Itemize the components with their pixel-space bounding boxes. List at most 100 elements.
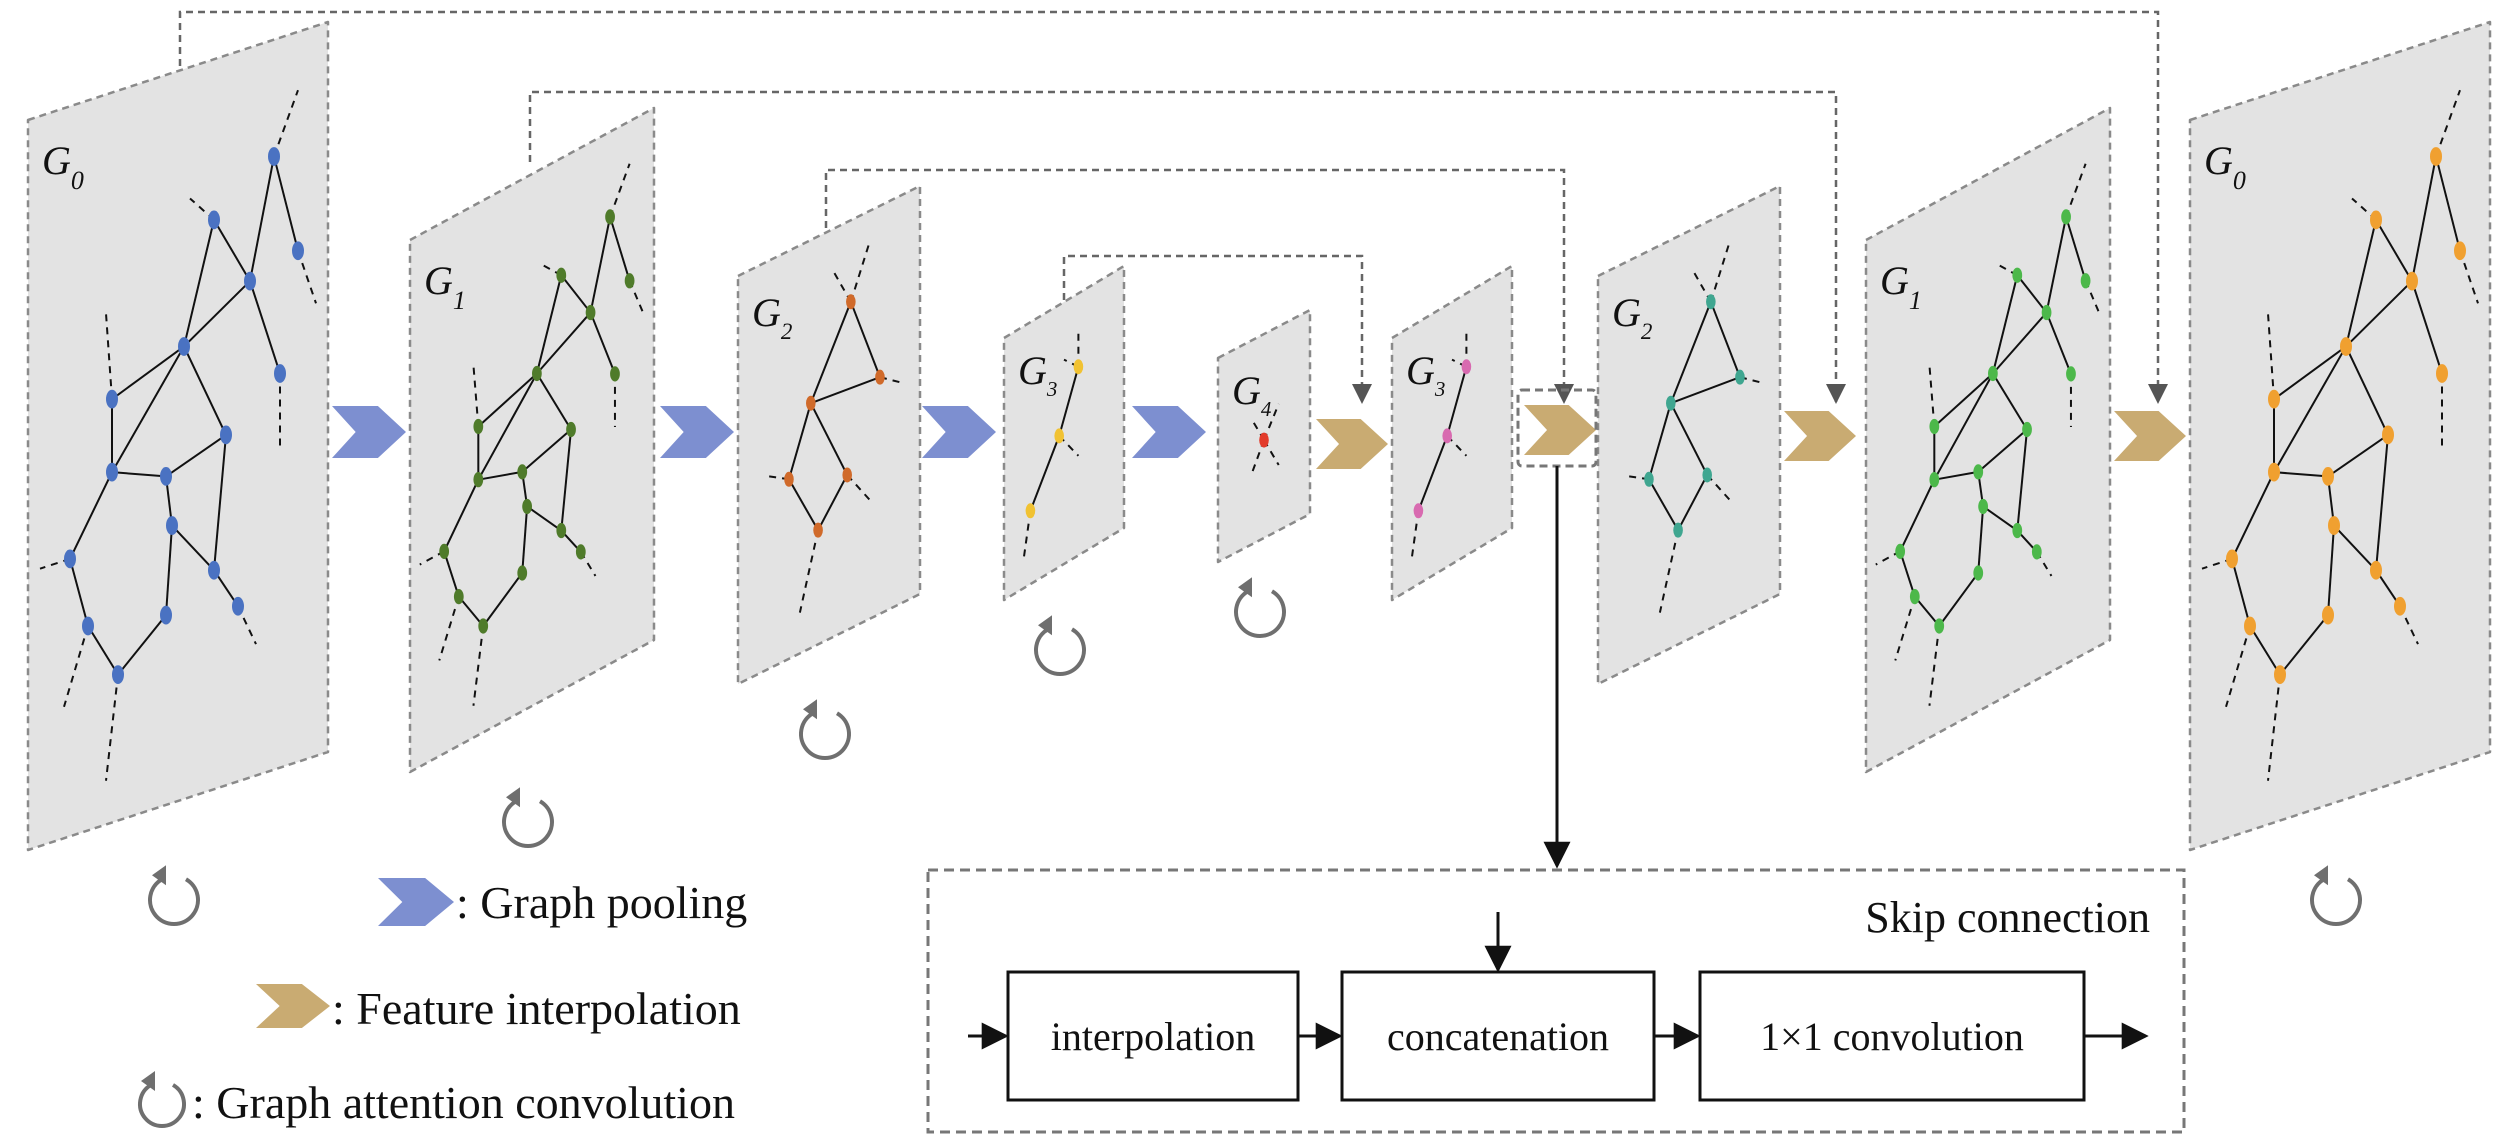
graph-edge	[183, 346, 227, 436]
graph-node	[112, 665, 124, 684]
graph-node	[2268, 389, 2280, 409]
graph-node	[1973, 464, 1984, 480]
graph-node	[208, 210, 220, 230]
graph-panel-2: G2	[736, 184, 922, 686]
graph-node	[517, 464, 528, 480]
graph-node	[2022, 421, 2032, 438]
graph-node	[1909, 589, 1920, 605]
chevron-shape	[1316, 419, 1388, 469]
graph-edge	[787, 402, 812, 480]
panel-plane	[26, 20, 330, 852]
attention-conv-icon	[799, 699, 851, 760]
conv1x1-label: 1×1 convolution	[1760, 1014, 2024, 1059]
graph-edge	[171, 524, 215, 571]
graph-node	[1073, 359, 1084, 375]
graph-edge	[443, 479, 480, 552]
panel-label-subscript: 1	[453, 286, 466, 315]
graph-dangling-edge	[297, 250, 317, 304]
graph-node	[244, 271, 256, 291]
legend-pooling-text: : Graph pooling	[456, 877, 747, 928]
interpolation-label: interpolation	[1051, 1014, 1255, 1059]
graph-node	[2244, 616, 2256, 636]
graph-edge	[788, 478, 819, 531]
chevron-shape	[256, 984, 330, 1028]
graph-node	[1973, 565, 1984, 581]
graph-dangling-edge	[472, 365, 480, 427]
graph-node	[556, 267, 567, 283]
graph-dangling-edge	[105, 674, 119, 781]
concatenation-label: concatenation	[1387, 1014, 1609, 1059]
panel-plane	[408, 106, 656, 774]
graph-edge	[1669, 402, 1709, 476]
attention-conv-icon	[502, 787, 554, 848]
graph-dangling-edge	[1022, 510, 1032, 563]
chevron-shape	[332, 406, 406, 458]
graph-dangling-edge	[2267, 674, 2281, 781]
graph-node	[813, 522, 823, 538]
graph-edge	[810, 376, 881, 405]
graph-dangling-edge	[2459, 250, 2479, 304]
graph-edge	[477, 373, 538, 481]
graph-node	[82, 616, 94, 636]
orange-node-icon	[784, 294, 885, 538]
graph-edge	[849, 301, 881, 378]
graph-edge	[1938, 572, 1980, 627]
legend: : Graph pooling : Feature interpolation …	[138, 877, 747, 1128]
graph-dangling-edge	[1709, 243, 1730, 303]
graph-edge	[2016, 274, 2048, 314]
graph-node	[1413, 503, 1424, 519]
panel-plane	[2188, 20, 2492, 852]
graph-edge	[1058, 366, 1080, 437]
panel-plane	[1596, 184, 1782, 686]
graph-edge	[2327, 434, 2389, 478]
interpolation-arrow-icon	[256, 984, 330, 1028]
panel-label-subscript: 3	[1434, 377, 1446, 401]
graph-edge	[1670, 376, 1741, 405]
graph-node	[478, 618, 489, 634]
graph-node	[2012, 522, 2023, 539]
pooling-arrow-icon	[378, 878, 454, 926]
graph-node	[2382, 425, 2394, 445]
graph-edge	[458, 596, 484, 627]
lightgreen-node-icon	[1895, 209, 2091, 634]
graph-node	[106, 462, 118, 482]
graph-node	[2370, 560, 2382, 580]
graph-dangling-edge	[798, 529, 820, 613]
panel-label-subscript: 4	[1261, 397, 1272, 421]
graph-edge	[1933, 373, 1994, 481]
graph-edge	[2333, 524, 2377, 571]
graph-node	[842, 467, 852, 483]
graph-edge	[69, 471, 113, 560]
graph-edge	[1899, 551, 1916, 597]
graph-edge	[183, 280, 251, 348]
graph-edge	[1647, 402, 1672, 480]
graph-edge	[2345, 219, 2377, 347]
graph-panel-1: G1	[408, 106, 656, 774]
skip-connection-lines	[178, 10, 2168, 404]
conv-arc	[148, 877, 200, 926]
panel-plane	[1390, 264, 1514, 602]
graph-edge	[1977, 428, 2028, 473]
graph-dangling-edge	[1928, 365, 1936, 427]
graph-edge	[117, 614, 167, 676]
panel-label-subscript: 2	[1641, 319, 1653, 344]
graph-node	[875, 369, 885, 385]
graph-edge	[535, 274, 563, 374]
graph-panel-6: G2	[1596, 184, 1782, 686]
graph-node	[1988, 365, 1998, 382]
graph-dangling-edge	[1894, 596, 1916, 661]
interpolation-arrow-icon	[1524, 405, 1596, 455]
chevron-shape	[660, 406, 734, 458]
graph-edge	[1446, 366, 1468, 437]
conv-arrowhead	[141, 1070, 155, 1091]
graph-edge	[478, 470, 523, 481]
pooling-arrow-icon	[660, 406, 734, 458]
graph-node	[1895, 543, 1906, 559]
graph-edge	[2273, 345, 2347, 400]
graph-edge	[249, 156, 275, 282]
graph-node	[1706, 294, 1716, 310]
attention-conv-icon	[138, 1070, 186, 1128]
graph-edge	[1933, 372, 1994, 428]
skip-line-g3	[1062, 254, 1372, 404]
graph-edge	[521, 428, 572, 473]
